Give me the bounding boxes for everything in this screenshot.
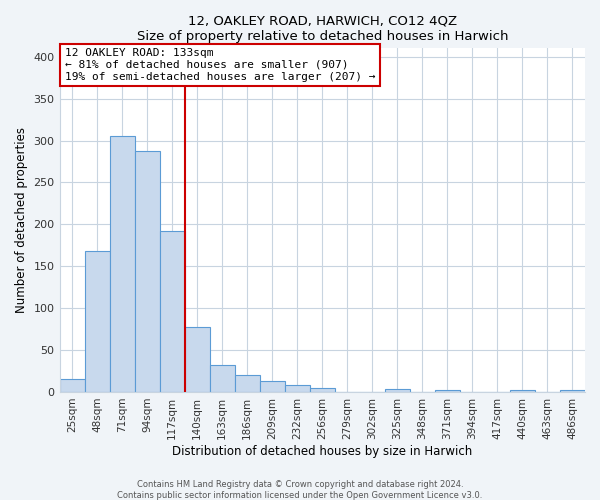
Bar xyxy=(285,386,310,392)
Bar xyxy=(85,251,110,392)
Bar xyxy=(435,390,460,392)
Bar xyxy=(385,390,410,392)
Bar xyxy=(209,365,235,392)
Bar xyxy=(160,231,185,392)
Bar xyxy=(185,326,209,392)
Bar xyxy=(134,150,160,392)
Bar xyxy=(310,388,335,392)
Bar xyxy=(59,380,85,392)
Text: Contains HM Land Registry data © Crown copyright and database right 2024.
Contai: Contains HM Land Registry data © Crown c… xyxy=(118,480,482,500)
Bar xyxy=(235,375,260,392)
X-axis label: Distribution of detached houses by size in Harwich: Distribution of detached houses by size … xyxy=(172,444,472,458)
Bar xyxy=(560,390,585,392)
Bar xyxy=(110,136,134,392)
Bar xyxy=(260,381,285,392)
Title: 12, OAKLEY ROAD, HARWICH, CO12 4QZ
Size of property relative to detached houses : 12, OAKLEY ROAD, HARWICH, CO12 4QZ Size … xyxy=(137,15,508,43)
Text: 12 OAKLEY ROAD: 133sqm
← 81% of detached houses are smaller (907)
19% of semi-de: 12 OAKLEY ROAD: 133sqm ← 81% of detached… xyxy=(65,48,375,82)
Bar xyxy=(510,390,535,392)
Y-axis label: Number of detached properties: Number of detached properties xyxy=(15,127,28,313)
